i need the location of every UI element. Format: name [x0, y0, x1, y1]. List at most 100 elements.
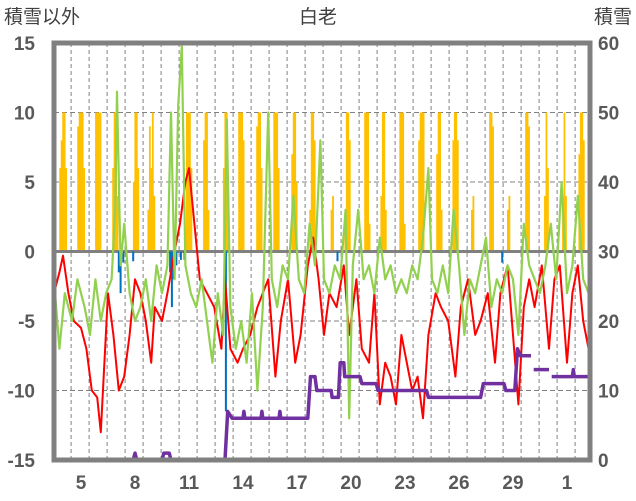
left-tick-label: -10 [8, 382, 35, 403]
sunshine-bar [581, 112, 584, 252]
temperature-line [53, 167, 590, 434]
sunshine-bar [295, 182, 298, 252]
sunshine-bar [545, 112, 548, 252]
sunshine-bar [242, 140, 245, 252]
sunshine-bar [508, 195, 511, 252]
sunshine-bar [134, 112, 137, 252]
sunshine-bar [347, 112, 350, 252]
x-tick-label: 23 [394, 473, 415, 494]
sunshine-bar [222, 168, 225, 252]
precipitation-bar [132, 251, 135, 262]
precipitation-bar [336, 251, 339, 262]
sunshine-bar [132, 182, 135, 252]
sunshine-bar [150, 168, 153, 252]
sunshine-bar [332, 195, 334, 252]
sunshine-bar [418, 140, 420, 252]
sunshine-bar [436, 154, 438, 252]
sunshine-bar [294, 112, 297, 252]
sunshine-bar [274, 112, 277, 252]
sunshine-bar [148, 126, 151, 252]
plot-border [51, 40, 593, 463]
left-tick-label: 15 [14, 34, 36, 55]
sunshine-bar [65, 168, 68, 252]
sunshine-bar [186, 112, 188, 252]
sunshine-bar [116, 195, 119, 252]
sunshine-bar [422, 112, 425, 252]
sunshine-bar [135, 112, 138, 252]
sunshine-bar [277, 168, 280, 252]
sunshine-bar [453, 112, 456, 252]
sunshine-bar [62, 112, 65, 252]
sunshine-bar [207, 209, 210, 252]
x-tick-label: 8 [130, 473, 141, 494]
sunshine-bar [80, 112, 83, 252]
sunshine-bar [190, 168, 193, 252]
precipitation-bar [501, 251, 504, 263]
sunshine-bar [77, 126, 80, 252]
snow-depth-line [551, 367, 591, 379]
precipitation-bar [179, 251, 182, 260]
sunshine-bar [440, 209, 443, 252]
sunshine-bar [384, 209, 387, 252]
precipitation-bar [169, 251, 172, 273]
sunshine-bar [419, 112, 422, 252]
sunshine-bar [330, 209, 333, 252]
plot-frame [51, 40, 593, 463]
sunshine-bar [238, 112, 240, 252]
precipitation-bar [175, 251, 178, 266]
sunshine-bar [565, 195, 567, 252]
sunshine-bar [99, 112, 102, 252]
sunshine-bar [472, 195, 475, 252]
precipitation-bar [224, 251, 227, 412]
chart-title: 白老 [299, 6, 337, 28]
sunshine-bar [455, 112, 458, 252]
precipitation-bar [170, 251, 173, 308]
snow-depth-line [187, 347, 531, 462]
precipitation-bar [117, 251, 120, 273]
sunshine-bar [60, 140, 63, 252]
sunshine-bar [151, 112, 154, 252]
sunshine-bar [348, 140, 351, 252]
sunshine-bar [273, 112, 276, 252]
sunshine-bar [78, 112, 81, 252]
sunshine-bar [112, 168, 114, 252]
precipitation-bar [119, 251, 122, 294]
right-tick-label: 40 [598, 173, 619, 194]
right-tick-label: 20 [598, 312, 619, 333]
precipitation-bar [122, 251, 125, 263]
sunshine-bar [257, 112, 260, 252]
sunshine-bar [579, 112, 582, 252]
sunshine-bar [83, 168, 86, 252]
sunshine-bar [260, 168, 263, 252]
sunshine-bar [368, 223, 371, 252]
sunshine-bar [507, 209, 509, 252]
sunshine-bar [292, 112, 295, 252]
sunshine-bar [437, 112, 440, 252]
sunshine-bar [402, 112, 405, 252]
left-tick-label: -5 [18, 312, 35, 333]
sunshine-bar [525, 112, 527, 252]
left-tick-label: 10 [14, 104, 35, 125]
sunshine-bar [81, 112, 84, 252]
sunshine-bar [381, 112, 384, 252]
right-tick-label: 0 [598, 451, 609, 472]
sunshine-bar [563, 112, 566, 252]
sunshine-bar [204, 112, 207, 252]
sunshine-bar [399, 112, 402, 252]
sunshine-bar [471, 209, 473, 252]
sunshine-bar [528, 126, 530, 252]
sunshine-bar [203, 140, 205, 252]
sunshine-bar [259, 112, 261, 252]
right-axis-title: 積雪 [594, 6, 632, 28]
right-tick-label: 50 [598, 104, 619, 125]
sunshine-bar [63, 112, 66, 252]
sunshine-bar [403, 223, 406, 252]
sunshine-bar [310, 112, 313, 252]
sunshine-bar [367, 112, 369, 252]
sunshine-bar [206, 112, 208, 252]
sunshine-bar [492, 126, 494, 252]
sunshine-bar [400, 112, 403, 252]
sunshine-bar [239, 112, 242, 252]
